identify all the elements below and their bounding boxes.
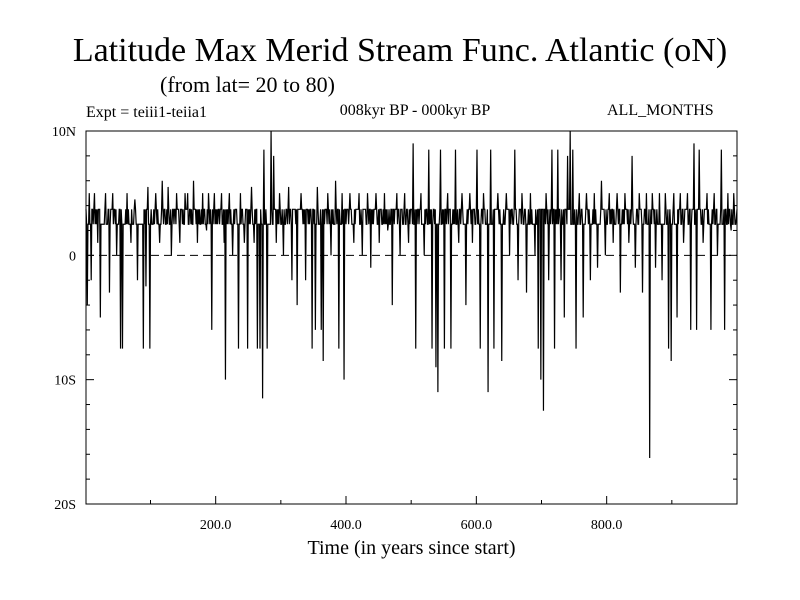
series-group: [85, 130, 738, 459]
chart-title: Latitude Max Merid Stream Func. Atlantic…: [72, 32, 728, 69]
x-tick-label: 600.0: [461, 518, 493, 533]
chart-subtitle: (from lat= 20 to 80): [160, 72, 335, 97]
y-tick-label: 0: [69, 249, 76, 264]
plot-frame: [85, 130, 738, 505]
x-tick-label: 800.0: [591, 518, 623, 533]
y-tick-label: 10N: [52, 125, 76, 140]
x-tick-label: 400.0: [330, 518, 362, 533]
y-tick-label: 20S: [54, 498, 76, 513]
experiment-label: Expt = teiii1-teiia1: [86, 104, 207, 121]
x-tick-label: 200.0: [200, 518, 232, 533]
months-label: ALL_MONTHS: [607, 102, 714, 119]
series-line: [85, 130, 738, 459]
period-label: 008kyr BP - 000kyr BP: [339, 102, 491, 119]
x-axis-label: Time (in years since start): [307, 537, 516, 559]
axis-ticks: [86, 130, 737, 505]
tick-labels: 200.0 400.0 600.0 800.0 10N 0 10S 20S: [52, 125, 623, 533]
y-tick-label: 10S: [54, 374, 76, 389]
